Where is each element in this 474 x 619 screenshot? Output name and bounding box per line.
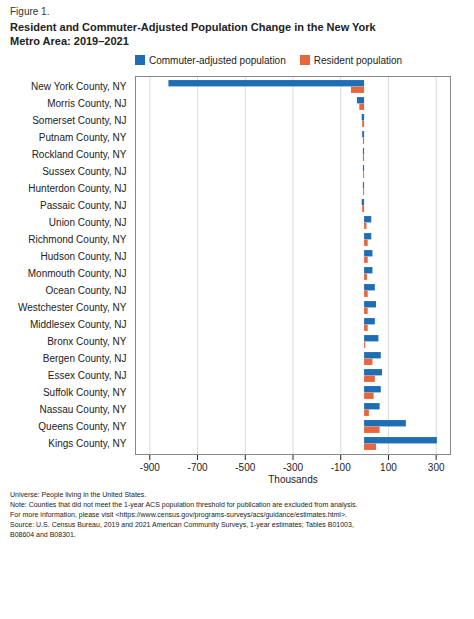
svg-text:Sussex County, NJ: Sussex County, NJ xyxy=(42,166,126,177)
svg-text:-500: -500 xyxy=(235,461,255,472)
svg-text:Bronx County, NY: Bronx County, NY xyxy=(47,336,127,347)
svg-text:Somerset County, NJ: Somerset County, NJ xyxy=(32,115,126,126)
svg-text:Union County, NJ: Union County, NJ xyxy=(49,217,127,228)
html-text:Universe: People living in the: Universe: People living in the United St… xyxy=(10,490,358,539)
svg-text:Nassau County, NY: Nassau County, NY xyxy=(39,404,126,415)
html-text:Metro Area: 2019–2021: Metro Area: 2019–2021 xyxy=(10,35,129,48)
svg-text:Queens County, NY: Queens County, NY xyxy=(38,421,127,432)
svg-text:Kings County, NY: Kings County, NY xyxy=(48,438,127,449)
svg-text:New York County, NY: New York County, NY xyxy=(31,81,127,92)
svg-text:-900: -900 xyxy=(140,461,160,472)
svg-text:-700: -700 xyxy=(188,461,208,472)
svg-text:300: 300 xyxy=(428,461,445,472)
svg-text:Suffolk County, NY: Suffolk County, NY xyxy=(43,387,127,398)
svg-text:100: 100 xyxy=(380,461,397,472)
svg-text:Middlesex County, NJ: Middlesex County, NJ xyxy=(30,319,127,330)
svg-text:Westchester County, NY: Westchester County, NY xyxy=(18,302,127,313)
html-text:Commuter-adjusted population: Commuter-adjusted population xyxy=(149,54,286,66)
html-text:Figure 1.: Figure 1. xyxy=(10,6,50,17)
svg-text:Morris County, NJ: Morris County, NJ xyxy=(47,98,126,109)
svg-text:Thousands: Thousands xyxy=(268,473,317,484)
svg-text:-300: -300 xyxy=(283,461,303,472)
svg-text:Passaic County, NJ: Passaic County, NJ xyxy=(40,200,127,211)
svg-text:Rockland County, NY: Rockland County, NY xyxy=(32,149,127,160)
svg-text:Hunterdon County, NJ: Hunterdon County, NJ xyxy=(28,183,126,194)
svg-text:Bergen County, NJ: Bergen County, NJ xyxy=(43,353,127,364)
svg-text:Monmouth County, NJ: Monmouth County, NJ xyxy=(28,268,127,279)
svg-text:Richmond County, NY: Richmond County, NY xyxy=(28,234,127,245)
svg-text:Ocean County, NJ: Ocean County, NJ xyxy=(46,285,127,296)
svg-text:Hudson County, NJ: Hudson County, NJ xyxy=(41,251,127,262)
html-text:Resident population: Resident population xyxy=(313,54,403,66)
html-text:Resident and Commuter-Adjusted: Resident and Commuter-Adjusted Populatio… xyxy=(10,21,376,33)
svg-text:-100: -100 xyxy=(331,461,351,472)
svg-text:Putnam County, NY: Putnam County, NY xyxy=(39,132,127,143)
svg-text:Essex County, NJ: Essex County, NJ xyxy=(48,370,127,381)
